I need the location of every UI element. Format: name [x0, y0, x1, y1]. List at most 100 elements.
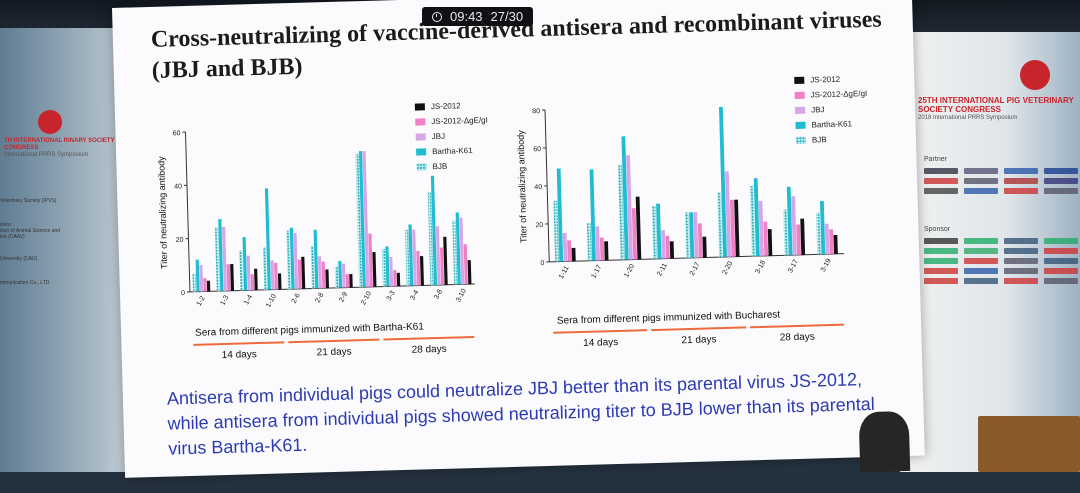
period-label: 14 days [553, 336, 648, 350]
y-tick-label: 40 [174, 183, 182, 190]
y-axis-label: Titer of neutralizing antibody [156, 156, 169, 269]
bar-jbj-2-8 [318, 256, 322, 288]
legend-label: JBJ [811, 102, 825, 117]
legend-item: BJB [416, 158, 489, 175]
bar-jbj-2-11 [661, 230, 666, 259]
x-tick-label: 3-18 [754, 259, 767, 275]
y-tick-label: 60 [533, 146, 541, 153]
sponsor-label: Sponsor [924, 226, 950, 233]
bar-js-2012-ge-gi-2-17 [698, 223, 703, 257]
legend-label: JS-2012-ΔgE/gI [810, 86, 867, 103]
right-banner-title-text: 25TH INTERNATIONAL PIG VETERINARY SOCIET… [918, 96, 1080, 114]
x-tick-label: 1-3 [220, 294, 231, 306]
x-tick-label: 2-8 [314, 292, 325, 304]
period-label: 21 days [652, 333, 747, 347]
clock-time: 09:43 [450, 9, 483, 24]
bar-bjb-1-2 [192, 273, 196, 292]
slide-statement: Antisera from individual pigs could neut… [167, 367, 889, 462]
x-tick-label: 2-20 [722, 260, 735, 276]
legend-swatch [794, 77, 804, 84]
bar-jbj-2-9 [342, 264, 346, 288]
x-tick-label: 1-10 [265, 293, 278, 309]
bar-bjb-2-8 [310, 246, 314, 289]
bar-jbj-1-4 [247, 256, 251, 291]
legend-label: BJB [432, 159, 447, 174]
bar-js-2012-ge-gi-1-11 [567, 240, 571, 261]
y-tick-label: 40 [534, 184, 542, 191]
y-axis [185, 132, 189, 292]
left-line: ine (CAAV) [0, 234, 120, 240]
left-banner-lines: Veterinary Society (IPVS) izers: ition o… [0, 198, 120, 286]
bar-js-2012-1-3 [230, 264, 234, 291]
bar-jbj-1-17 [595, 226, 600, 260]
x-tick-label: 3-4 [409, 289, 420, 301]
chart-bucharest-xlabel: Sera from different pigs immunized with … [557, 309, 780, 326]
bar-bjb-3-19 [816, 213, 821, 255]
legend-swatch [416, 163, 426, 170]
bar-bartha-k61-2-9 [338, 261, 342, 288]
partner-label: Partner [924, 156, 947, 163]
bar-js-2012-1-2 [207, 281, 210, 292]
y-tick-label: 80 [532, 108, 540, 115]
bar-jbj-2-17 [693, 212, 698, 258]
bar-js-2012-ge-gi-3-8 [440, 248, 444, 285]
legend-label: Bartha-K61 [811, 116, 852, 132]
bar-js-2012-3-10 [468, 260, 472, 284]
legend-swatch [795, 122, 805, 129]
bar-js-2012-ge-gi-3-4 [416, 251, 420, 286]
bar-bjb-1-17 [587, 223, 592, 261]
bar-js-2012-ge-gi-1-3 [227, 264, 231, 291]
bar-jbj-3-19 [825, 224, 830, 254]
legend-label: JS-2012 [431, 98, 461, 114]
y-axis-label: Titer of neutralizing antibody [516, 130, 529, 243]
bar-js-2012-ge-gi-1-4 [251, 274, 255, 290]
bar-js-2012-2-10 [372, 252, 376, 287]
clock-icon [432, 12, 442, 22]
period-line [750, 324, 844, 329]
left-banner-subtitle: International PRRS Symposium [4, 152, 134, 159]
period-line [193, 341, 284, 346]
x-tick-label: 1-11 [558, 265, 571, 280]
speaker-silhouette [859, 411, 911, 472]
x-tick-label: 2-9 [338, 291, 349, 303]
legend-label: JBJ [432, 129, 446, 144]
x-tick-label: 2-6 [291, 292, 302, 304]
bar-jbj-1-2 [199, 265, 203, 292]
x-tick-label: 2-17 [689, 261, 702, 277]
left-banner-title: TH INTERNATIONAL RINARY SOCIETY CONGRESS… [4, 138, 134, 159]
bar-js-2012-1-11 [572, 248, 576, 261]
bar-bjb-1-4 [239, 250, 243, 290]
bar-js-2012-1-10 [278, 273, 282, 289]
bar-js-2012-ge-gi-3-3 [393, 270, 397, 286]
bar-js-2012-ge-gi-3-10 [464, 244, 468, 284]
y-tick-label: 60 [173, 130, 181, 137]
x-tick-label: 1-4 [243, 294, 254, 306]
legend-label: Bartha-K61 [432, 143, 473, 159]
congress-seal-right [1020, 60, 1050, 90]
bar-bjb-2-9 [335, 266, 339, 287]
legend-swatch [416, 133, 426, 140]
podium [978, 416, 1080, 472]
bar-jbj-1-11 [563, 233, 568, 262]
left-line: Veterinary Society (IPVS) [0, 198, 120, 204]
bar-js-2012-ge-gi-3-18 [763, 222, 768, 256]
period-label: 28 days [750, 331, 845, 345]
period-line [553, 329, 647, 334]
partner-logos [924, 168, 1078, 194]
legend-item: BJB [796, 131, 869, 148]
period-line [652, 326, 746, 331]
bar-js-2012-2-9 [349, 274, 353, 287]
page-counter: 27/30 [491, 9, 524, 24]
bar-js-2012-ge-gi-2-6 [298, 259, 302, 288]
right-banner-title: 25TH INTERNATIONAL PIG VETERINARY SOCIET… [918, 96, 1080, 123]
legend-item: JS-2012-ΔgE/gI [415, 113, 488, 130]
bar-bartha-k61-2-17 [689, 212, 694, 258]
x-tick-label: 3-8 [433, 288, 444, 300]
bar-js-2012-2-8 [325, 269, 329, 288]
y-tick-label: 0 [540, 260, 544, 267]
chart-bartha-k61-xlabel: Sera from different pigs immunized with … [195, 321, 424, 338]
x-tick-label: 2-11 [656, 262, 669, 277]
bar-js-2012-3-17 [800, 219, 805, 255]
